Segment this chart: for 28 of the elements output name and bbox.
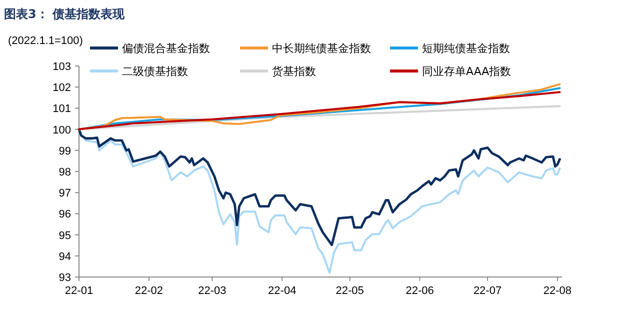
y-tick-label: 103 [52, 61, 71, 73]
line-series [78, 128, 561, 246]
y-tick-label: 98 [58, 166, 71, 178]
legend-label: 偏债混合基金指数 [122, 42, 210, 55]
y-axis-title: (2022.1.1=100) [8, 35, 83, 47]
y-tick-label: 94 [58, 250, 71, 263]
x-tick-label: 22-02 [134, 285, 164, 297]
x-tick-label: 22-08 [543, 285, 572, 297]
x-tick-label: 22-04 [268, 285, 296, 297]
y-tick-label: 102 [52, 82, 71, 94]
x-tick-label: 22-07 [473, 285, 502, 297]
legend-label: 二级债基指数 [122, 65, 188, 78]
legend-label: 货基指数 [272, 65, 316, 78]
x-tick-label: 22-06 [406, 285, 434, 297]
y-tick-label: 97 [58, 188, 71, 200]
y-tick-label: 100 [52, 124, 71, 136]
legend-label: 短期纯债基金指数 [422, 42, 510, 55]
legend-label: 中长期纯债基金指数 [272, 42, 371, 55]
y-tick-label: 93 [58, 272, 71, 284]
x-tick-label: 22-03 [198, 285, 226, 297]
y-tick-label: 96 [58, 208, 71, 221]
x-tick-label: 22-01 [64, 285, 94, 297]
chart-title: 图表3： 债基指数表现 [4, 7, 126, 21]
y-tick-label: 95 [58, 230, 71, 242]
x-tick-label: 22-05 [336, 285, 364, 297]
legend-label: 同业存单AAA指数 [422, 65, 512, 78]
y-tick-label: 99 [58, 145, 71, 158]
y-tick-label: 101 [52, 103, 71, 116]
